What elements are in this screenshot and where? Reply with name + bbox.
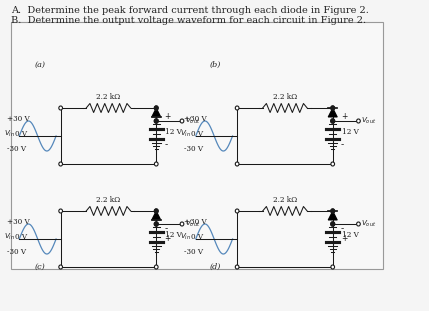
Circle shape: [154, 222, 158, 226]
Text: 0 V: 0 V: [15, 233, 27, 241]
Circle shape: [235, 106, 239, 110]
Text: -: -: [164, 224, 168, 233]
Text: 2.2 kΩ: 2.2 kΩ: [273, 93, 297, 101]
Text: +30 V: +30 V: [7, 218, 30, 226]
Text: (a): (a): [35, 61, 46, 69]
Circle shape: [356, 119, 360, 123]
Text: 2.2 kΩ: 2.2 kΩ: [97, 196, 121, 204]
Circle shape: [331, 106, 335, 110]
Circle shape: [331, 162, 335, 166]
Circle shape: [180, 119, 184, 123]
Text: -: -: [341, 140, 344, 149]
Circle shape: [154, 106, 158, 110]
Circle shape: [331, 209, 335, 213]
Circle shape: [154, 265, 158, 269]
Circle shape: [59, 106, 63, 110]
Text: -30 V: -30 V: [7, 145, 27, 153]
Text: A.  Determine the peak forward current through each diode in Figure 2.: A. Determine the peak forward current th…: [11, 6, 369, 15]
Text: +30 V: +30 V: [184, 115, 207, 123]
Text: -30 V: -30 V: [184, 145, 203, 153]
Text: 12 V: 12 V: [166, 231, 182, 239]
Text: +: +: [164, 112, 171, 121]
Text: $V_{in}$: $V_{in}$: [4, 232, 15, 242]
Circle shape: [331, 222, 335, 226]
Text: 0 V: 0 V: [191, 130, 203, 138]
Circle shape: [331, 119, 335, 123]
Text: 12 V: 12 V: [342, 128, 359, 136]
Text: 12 V: 12 V: [342, 231, 359, 239]
Circle shape: [59, 162, 63, 166]
Text: $V_{out}$: $V_{out}$: [361, 116, 377, 126]
Circle shape: [154, 222, 158, 226]
Bar: [11, 22, 383, 269]
Text: (d): (d): [209, 263, 221, 271]
Text: +: +: [341, 112, 347, 121]
Text: (c): (c): [35, 263, 45, 271]
Text: $V_{in}$: $V_{in}$: [180, 232, 191, 242]
Text: +: +: [164, 234, 171, 243]
Text: $V_{out}$: $V_{out}$: [185, 116, 200, 126]
Circle shape: [331, 222, 335, 226]
Circle shape: [180, 222, 184, 226]
Circle shape: [235, 265, 239, 269]
Circle shape: [154, 106, 158, 110]
Circle shape: [235, 162, 239, 166]
Circle shape: [154, 119, 158, 123]
Polygon shape: [328, 211, 337, 220]
Text: 12 V: 12 V: [166, 128, 182, 136]
Text: -: -: [164, 140, 168, 149]
Text: -: -: [341, 224, 344, 233]
Text: -30 V: -30 V: [184, 248, 203, 256]
Circle shape: [154, 162, 158, 166]
Text: +30 V: +30 V: [7, 115, 30, 123]
Circle shape: [59, 265, 63, 269]
Circle shape: [331, 106, 335, 110]
Text: $V_{in}$: $V_{in}$: [180, 129, 191, 139]
Text: 2.2 kΩ: 2.2 kΩ: [97, 93, 121, 101]
Circle shape: [154, 209, 158, 213]
Polygon shape: [152, 211, 161, 220]
Polygon shape: [328, 108, 337, 117]
Circle shape: [59, 209, 63, 213]
Text: $V_{out}$: $V_{out}$: [361, 219, 377, 229]
Text: -30 V: -30 V: [7, 248, 27, 256]
Text: 0 V: 0 V: [191, 233, 203, 241]
Text: 0 V: 0 V: [15, 130, 27, 138]
Circle shape: [331, 209, 335, 213]
Circle shape: [235, 209, 239, 213]
Text: +: +: [341, 234, 347, 243]
Text: (b): (b): [209, 61, 221, 69]
Circle shape: [154, 119, 158, 123]
Circle shape: [356, 222, 360, 226]
Text: 2.2 kΩ: 2.2 kΩ: [273, 196, 297, 204]
Polygon shape: [152, 108, 161, 117]
Text: B.  Determine the output voltage waveform for each circuit in Figure 2.: B. Determine the output voltage waveform…: [11, 16, 366, 25]
Text: $V_{in}$: $V_{in}$: [4, 129, 15, 139]
Text: +30 V: +30 V: [184, 218, 207, 226]
Text: $V_{out}$: $V_{out}$: [185, 219, 200, 229]
Circle shape: [154, 209, 158, 213]
Circle shape: [331, 265, 335, 269]
Circle shape: [331, 119, 335, 123]
